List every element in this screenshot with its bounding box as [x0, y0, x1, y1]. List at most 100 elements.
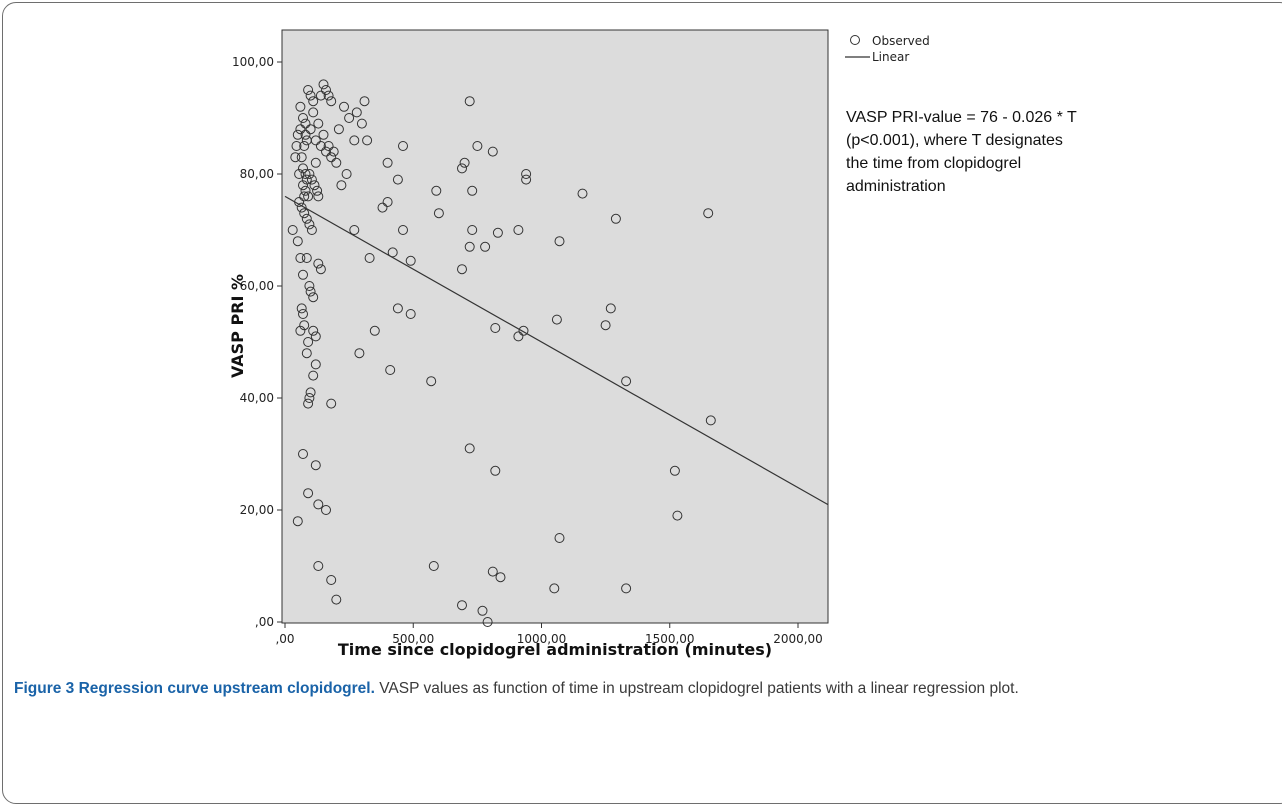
data-point: [299, 208, 310, 219]
data-point: [292, 129, 303, 140]
legend-observed-marker: [850, 35, 860, 45]
data-point: [331, 157, 342, 168]
data-point: [457, 264, 467, 275]
data-point: [551, 314, 562, 325]
data-point: [333, 124, 344, 135]
data-point: [349, 225, 360, 235]
data-point: [300, 129, 311, 140]
data-point: [300, 118, 311, 129]
data-point: [336, 180, 347, 191]
data-point: [310, 331, 321, 342]
data-point: [621, 376, 632, 387]
data-point: [300, 185, 311, 196]
data-point: [301, 213, 312, 224]
data-point: [321, 505, 331, 515]
data-point: [341, 169, 352, 179]
data-point: [339, 101, 349, 112]
data-point: [298, 309, 308, 319]
data-point: [457, 163, 467, 174]
data-point: [304, 219, 315, 230]
data-point: [467, 185, 478, 196]
plot-area: [281, 29, 829, 624]
data-point: [292, 516, 303, 527]
data-point: [308, 370, 319, 381]
x-tick-label: 1000,00: [517, 632, 567, 646]
data-point: [313, 258, 324, 269]
data-point: [577, 188, 588, 199]
caption-label: Figure 3 Regression curve upstream clopi…: [14, 680, 375, 697]
scatter-chart: ,00 20,00 40,00 60,00 80,00 100,00 ,00 500,00 1…: [228, 29, 930, 659]
data-point: [298, 163, 308, 174]
data-point: [610, 213, 621, 224]
data-point: [487, 146, 498, 157]
data-point: [405, 309, 416, 319]
data-point: [426, 376, 437, 387]
data-point: [377, 202, 388, 213]
data-point: [295, 325, 306, 336]
data-point: [490, 465, 501, 476]
x-tick-label: ,00: [275, 632, 294, 646]
data-point: [351, 107, 362, 118]
data-point: [392, 174, 403, 185]
data-point: [295, 253, 306, 263]
data-point: [308, 325, 319, 336]
x-tick-label: 1500,00: [645, 632, 695, 646]
data-point: [467, 225, 478, 235]
data-point: [554, 533, 565, 543]
data-point: [428, 561, 439, 571]
annotation-line: VASP PRI-value = 76 - 0.026 * T: [846, 109, 1077, 126]
data-point: [600, 320, 611, 331]
x-axis-title: Time since clopidogrel administration (m…: [338, 640, 772, 659]
data-point: [299, 141, 310, 151]
data-point: [298, 113, 308, 123]
data-point: [521, 169, 532, 179]
data-point: [313, 561, 324, 571]
data-point: [480, 241, 491, 252]
data-point: [513, 331, 524, 342]
data-point: [331, 594, 342, 605]
data-point: [301, 348, 312, 359]
data-point: [477, 605, 488, 616]
x-axis: ,00 500,00 1000,00 1500,00 2000,00: [275, 623, 823, 646]
data-point: [521, 174, 532, 185]
data-point: [303, 337, 314, 347]
data-point: [310, 157, 321, 168]
data-point: [431, 185, 442, 196]
data-point: [308, 96, 319, 107]
data-point: [296, 303, 307, 314]
data-point: [305, 124, 316, 135]
data-point: [305, 90, 316, 101]
x-tick-label: 2000,00: [773, 632, 823, 646]
y-tick-label: 100,00: [232, 55, 274, 69]
data-point: [310, 135, 321, 146]
data-point: [318, 79, 329, 90]
data-point: [356, 118, 367, 129]
y-tick-label: 20,00: [240, 503, 274, 517]
y-axis-title: VASP PRI %: [228, 274, 247, 378]
data-point: [300, 169, 311, 179]
data-point: [304, 169, 315, 179]
data-point: [554, 236, 565, 247]
data-point: [487, 566, 498, 577]
data-point: [315, 264, 326, 275]
data-point: [669, 465, 680, 476]
data-point: [298, 269, 308, 280]
data-point: [303, 191, 314, 202]
data-point: [457, 600, 467, 611]
data-point: [472, 141, 483, 151]
data-point: [326, 398, 337, 409]
data-point: [296, 202, 307, 213]
data-point: [308, 292, 319, 303]
data-point: [294, 169, 305, 179]
data-point: [326, 96, 337, 107]
data-point: [490, 323, 501, 333]
data-point: [464, 96, 475, 107]
annotation-line: the time from clopidogrel: [846, 155, 1022, 172]
figure-caption: Figure 3 Regression curve upstream clopi…: [14, 678, 1264, 699]
data-point: [305, 286, 316, 297]
data-point: [299, 191, 310, 202]
data-point: [298, 449, 308, 459]
data-point: [306, 174, 317, 185]
x-tick-label: 500,00: [392, 632, 434, 646]
data-point: [287, 225, 298, 235]
